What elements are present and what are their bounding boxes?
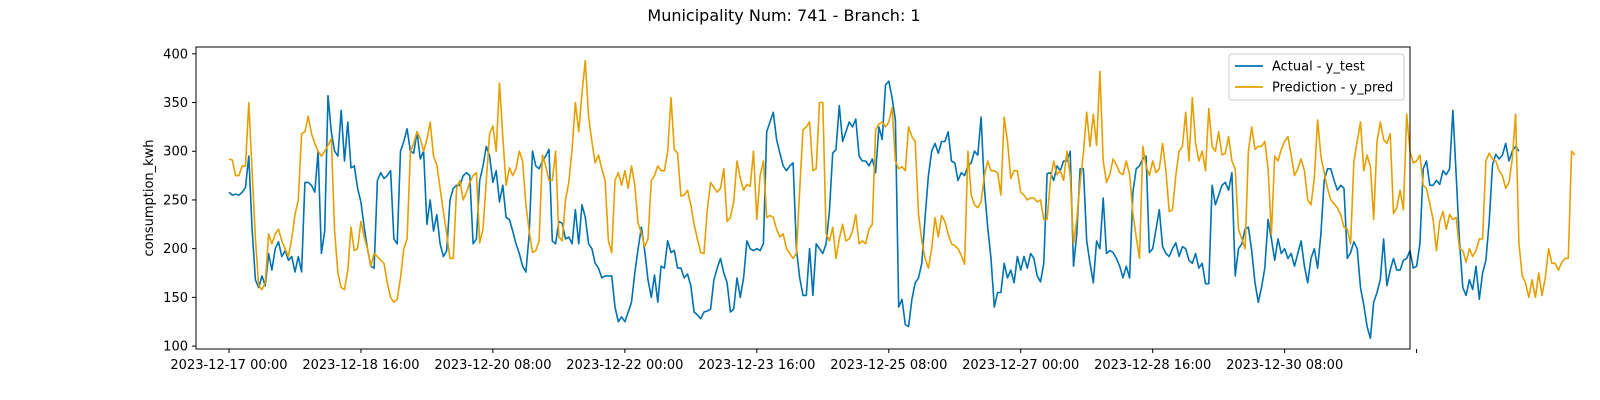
y-axis-label: consumption_kwh — [142, 139, 157, 256]
plot-area — [228, 59, 1576, 340]
y-tick-label: 400 — [163, 47, 188, 62]
x-tick-label: 2023-12-18 16:00 — [302, 358, 419, 373]
legend-label: Prediction - y_pred — [1272, 81, 1393, 96]
y-tick-label: 300 — [163, 145, 188, 160]
series-line-2 — [228, 59, 1576, 304]
x-tick-label: 2023-12-22 00:00 — [566, 358, 683, 373]
x-tick-label: 2023-12-25 08:00 — [830, 358, 947, 373]
series-line-1 — [228, 80, 1520, 340]
axes-frame — [195, 46, 1411, 350]
x-tick-label: 2023-12-27 00:00 — [962, 358, 1079, 373]
x-tick-label: 2023-12-23 16:00 — [698, 358, 815, 373]
legend-label: Actual - y_test — [1272, 60, 1365, 75]
chart-title: Municipality Num: 741 - Branch: 1 — [647, 6, 920, 25]
y-axis: 100 150 200 250 300 350 400 — [163, 47, 196, 355]
x-tick-label: 2023-12-28 16:00 — [1094, 358, 1211, 373]
x-tick-label: 2023-12-17 00:00 — [170, 358, 287, 373]
y-tick-label: 100 — [163, 340, 188, 355]
y-tick-label: 200 — [163, 242, 188, 257]
y-tick-label: 350 — [163, 96, 188, 111]
y-tick-label: 150 — [163, 291, 188, 306]
legend-box — [1228, 53, 1405, 101]
y-tick-label: 250 — [163, 193, 188, 208]
legend: Actual - y_test Prediction - y_pred — [1228, 53, 1405, 101]
x-axis: 2023-12-17 00:00 2023-12-18 16:00 2023-12-… — [170, 349, 1418, 373]
x-tick-label: 2023-12-30 08:00 — [1226, 358, 1343, 373]
x-tick-label: 2023-12-20 08:00 — [434, 358, 551, 373]
